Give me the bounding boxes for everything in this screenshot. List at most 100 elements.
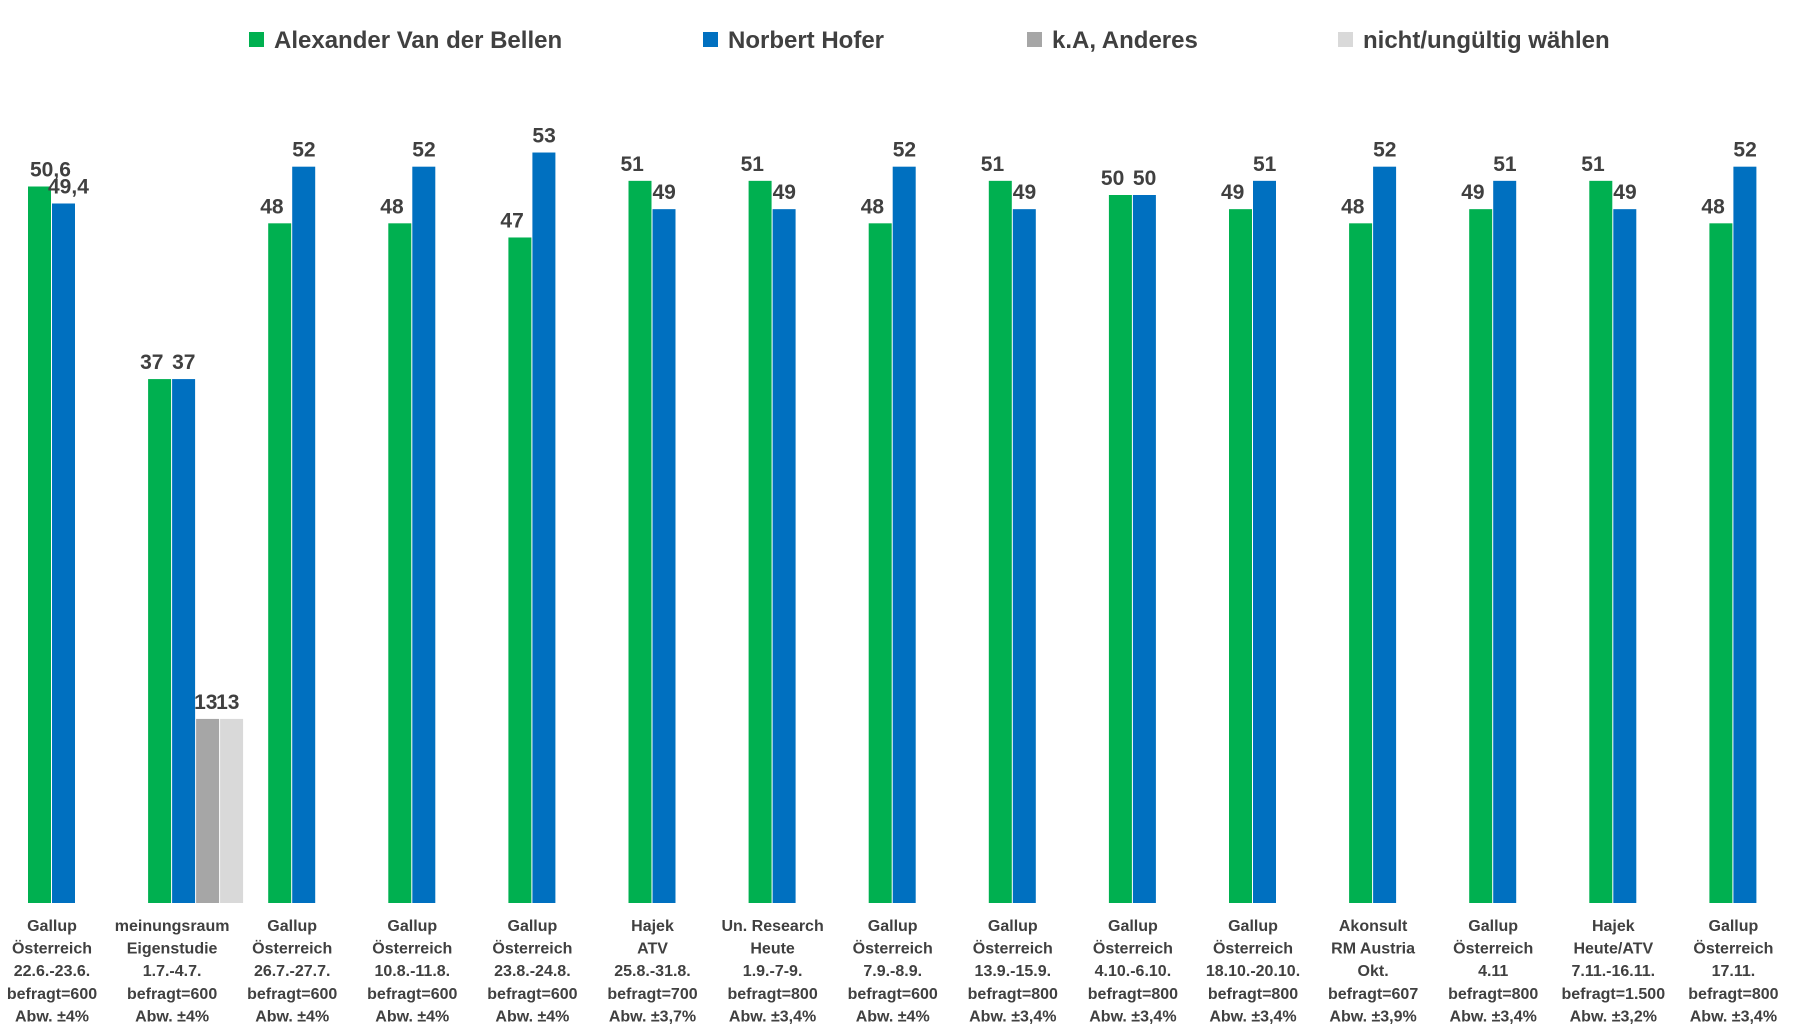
data-label-alexander-van-der-bellen-6: 51 xyxy=(621,153,645,176)
x-tick-label-7-line-1: Un. Research xyxy=(721,918,823,935)
bar-norbert-hofer-4 xyxy=(412,166,436,903)
bar-norbert-hofer-10 xyxy=(1132,195,1156,903)
bar-norbert-hofer-8 xyxy=(892,166,916,903)
x-tick-label-2-line-3: 1.7.-4.7. xyxy=(143,963,202,980)
data-label-alexander-van-der-bellen-2: 37 xyxy=(140,351,163,374)
x-tick-label-6-line-2: ATV xyxy=(637,941,668,958)
data-label-alexander-van-der-bellen-9: 51 xyxy=(981,153,1005,176)
x-tick-label-13-line-3: 4.11 xyxy=(1478,963,1508,980)
x-tick-label-9-line-3: 13.9.-15.9. xyxy=(975,963,1052,980)
x-tick-label-2-line-2: Eigenstudie xyxy=(127,941,218,958)
data-label-norbert-hofer-4: 52 xyxy=(412,139,435,162)
bar-alexander-van-der-bellen-13 xyxy=(1469,209,1493,903)
legend-swatch-nicht-ungultig-wahlen xyxy=(1338,32,1353,47)
x-tick-label-14-line-4: befragt=1.500 xyxy=(1561,986,1665,1003)
data-label-alexander-van-der-bellen-3: 48 xyxy=(260,195,284,218)
data-label-alexander-van-der-bellen-12: 48 xyxy=(1341,195,1365,218)
x-tick-label-9-line-5: Abw. ±3,4% xyxy=(969,1008,1056,1025)
data-label-k-a-anderes-2: 13 xyxy=(194,691,217,714)
data-label-alexander-van-der-bellen-14: 51 xyxy=(1581,153,1605,176)
bar-k-a-anderes-2 xyxy=(196,718,220,903)
legend-label-alexander-van-der-bellen: Alexander Van der Bellen xyxy=(274,27,562,54)
x-tick-label-3-line-5: Abw. ±4% xyxy=(255,1008,329,1025)
bar-alexander-van-der-bellen-9 xyxy=(988,180,1012,904)
x-tick-label-12-line-5: Abw. ±3,9% xyxy=(1329,1008,1416,1025)
data-label-alexander-van-der-bellen-8: 48 xyxy=(861,195,885,218)
data-label-norbert-hofer-10: 50 xyxy=(1133,167,1156,190)
x-axis-tick-labels: Gallup Österreich 22.6.-23.6. befragt=600 Ab… xyxy=(7,918,1779,1025)
x-tick-label-15-line-2: Österreich xyxy=(1693,939,1773,958)
x-tick-label-6-line-3: 25.8.-31.8. xyxy=(614,963,691,980)
bar-alexander-van-der-bellen-6 xyxy=(628,180,652,904)
data-label-alexander-van-der-bellen-4: 48 xyxy=(380,195,404,218)
bar-alexander-van-der-bellen-2 xyxy=(148,379,172,904)
bar-norbert-hofer-11 xyxy=(1253,180,1276,904)
x-tick-label-8-line-1: Gallup xyxy=(868,918,918,935)
x-tick-label-7-line-5: Abw. ±3,4% xyxy=(729,1008,816,1025)
legend-label-nicht-ungultig-wahlen: nicht/ungültig wählen xyxy=(1363,27,1610,54)
data-label-norbert-hofer-9: 49 xyxy=(1013,181,1036,204)
data-label-alexander-van-der-bellen-5: 47 xyxy=(500,209,523,232)
bar-alexander-van-der-bellen-10 xyxy=(1108,195,1132,903)
bar-norbert-hofer-3 xyxy=(292,166,316,903)
data-label-alexander-van-der-bellen-13: 49 xyxy=(1461,181,1484,204)
x-tick-label-11-line-5: Abw. ±3,4% xyxy=(1209,1008,1296,1025)
legend-swatch-alexander-van-der-bellen xyxy=(249,32,264,47)
x-tick-label-7-line-2: Heute xyxy=(750,941,795,958)
data-label-norbert-hofer-8: 52 xyxy=(893,139,916,162)
x-tick-label-6-line-1: Hajek xyxy=(631,918,674,935)
data-label-norbert-hofer-5: 53 xyxy=(532,125,555,148)
legend-label-norbert-hofer: Norbert Hofer xyxy=(728,27,884,54)
x-tick-label-1-line-5: Abw. ±4% xyxy=(15,1008,89,1025)
bar-norbert-hofer-7 xyxy=(772,209,796,903)
x-tick-label-4-line-3: 10.8.-11.8. xyxy=(374,963,450,980)
bar-alexander-van-der-bellen-7 xyxy=(748,180,772,904)
x-tick-label-8-line-2: Österreich xyxy=(853,939,933,958)
x-tick-label-5-line-3: 23.8.-24.8. xyxy=(494,963,571,980)
legend-swatch-k-a-anderes xyxy=(1027,32,1042,47)
bar-norbert-hofer-2 xyxy=(172,379,196,904)
x-tick-label-10-line-2: Österreich xyxy=(1093,939,1173,958)
bar-alexander-van-der-bellen-12 xyxy=(1349,223,1373,903)
x-tick-label-11-line-2: Österreich xyxy=(1213,939,1293,958)
x-tick-label-5-line-5: Abw. ±4% xyxy=(495,1008,569,1025)
x-tick-label-11-line-1: Gallup xyxy=(1228,918,1278,935)
data-label-norbert-hofer-11: 51 xyxy=(1253,153,1277,176)
x-tick-label-3-line-1: Gallup xyxy=(267,918,317,935)
x-tick-label-5-line-2: Österreich xyxy=(492,939,572,958)
x-tick-label-1-line-4: befragt=600 xyxy=(7,986,97,1003)
bar-nicht-ungultig-wahlen-2 xyxy=(220,718,244,903)
bar-norbert-hofer-9 xyxy=(1012,209,1036,903)
x-tick-label-14-line-3: 7.11.-16.11. xyxy=(1571,963,1655,980)
bar-alexander-van-der-bellen-11 xyxy=(1229,209,1252,903)
data-label-norbert-hofer-3: 52 xyxy=(292,139,315,162)
x-tick-label-1-line-1: Gallup xyxy=(27,918,77,935)
x-tick-label-14-line-5: Abw. ±3,2% xyxy=(1570,1008,1657,1025)
bar-norbert-hofer-5 xyxy=(532,152,556,903)
legend: Alexander Van der Bellen Norbert Hofer k.A… xyxy=(249,27,1610,54)
x-tick-label-3-line-3: 26.7.-27.7. xyxy=(254,963,331,980)
x-tick-label-4-line-4: befragt=600 xyxy=(367,986,457,1003)
data-label-alexander-van-der-bellen-15: 48 xyxy=(1701,195,1725,218)
bar-norbert-hofer-15 xyxy=(1733,166,1757,903)
x-tick-label-10-line-3: 4.10.-6.10. xyxy=(1095,963,1172,980)
data-label-norbert-hofer-15: 52 xyxy=(1733,139,1756,162)
x-tick-label-8-line-3: 7.9.-8.9. xyxy=(863,963,922,980)
legend-swatch-norbert-hofer xyxy=(703,32,718,47)
bar-alexander-van-der-bellen-8 xyxy=(868,223,892,903)
bar-alexander-van-der-bellen-14 xyxy=(1589,180,1613,904)
bar-norbert-hofer-14 xyxy=(1613,209,1637,903)
data-label-norbert-hofer-12: 52 xyxy=(1373,139,1396,162)
x-tick-label-6-line-5: Abw. ±3,7% xyxy=(609,1008,696,1025)
x-tick-label-15-line-5: Abw. ±3,4% xyxy=(1690,1008,1777,1025)
bar-alexander-van-der-bellen-3 xyxy=(268,223,292,903)
x-tick-label-12-line-4: befragt=607 xyxy=(1328,986,1418,1003)
x-tick-label-13-line-2: Österreich xyxy=(1453,939,1533,958)
data-label-norbert-hofer-7: 49 xyxy=(773,181,796,204)
x-tick-label-13-line-5: Abw. ±3,4% xyxy=(1450,1008,1537,1025)
bar-norbert-hofer-1 xyxy=(52,203,75,904)
x-tick-label-7-line-3: 1.9.-7-9. xyxy=(743,963,803,980)
x-tick-label-15-line-4: befragt=800 xyxy=(1688,986,1778,1003)
x-tick-label-2-line-5: Abw. ±4% xyxy=(135,1008,209,1025)
